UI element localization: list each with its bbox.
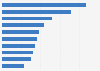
- Bar: [2, 44, 35, 48]
- Bar: [2, 37, 37, 41]
- Bar: [2, 51, 33, 54]
- Bar: [2, 10, 71, 13]
- Bar: [2, 17, 52, 20]
- Bar: [2, 30, 39, 34]
- Bar: [2, 3, 86, 7]
- Bar: [2, 23, 44, 27]
- Bar: [2, 58, 31, 61]
- Bar: [2, 64, 24, 68]
